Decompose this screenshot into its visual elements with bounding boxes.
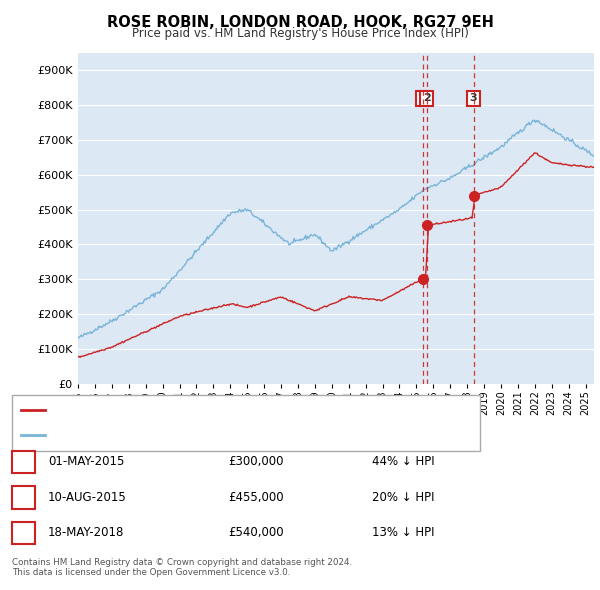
Text: 3: 3 (19, 526, 28, 539)
Text: £540,000: £540,000 (228, 526, 284, 539)
Text: Contains HM Land Registry data © Crown copyright and database right 2024.
This d: Contains HM Land Registry data © Crown c… (12, 558, 352, 577)
Text: ROSE ROBIN, LONDON ROAD, HOOK, RG27 9EH (detached house): ROSE ROBIN, LONDON ROAD, HOOK, RG27 9EH … (51, 405, 394, 415)
Text: £300,000: £300,000 (228, 455, 284, 468)
Text: Price paid vs. HM Land Registry's House Price Index (HPI): Price paid vs. HM Land Registry's House … (131, 27, 469, 40)
Text: £455,000: £455,000 (228, 491, 284, 504)
Text: 44% ↓ HPI: 44% ↓ HPI (372, 455, 434, 468)
Text: 20% ↓ HPI: 20% ↓ HPI (372, 491, 434, 504)
Text: 2: 2 (423, 93, 431, 103)
Text: 1: 1 (419, 93, 427, 103)
Text: 2: 2 (19, 491, 28, 504)
Text: 3: 3 (470, 93, 478, 103)
Text: 1: 1 (19, 455, 28, 468)
Text: HPI: Average price, detached house, Hart: HPI: Average price, detached house, Hart (51, 431, 266, 440)
Text: 13% ↓ HPI: 13% ↓ HPI (372, 526, 434, 539)
Text: 18-MAY-2018: 18-MAY-2018 (48, 526, 124, 539)
Text: 10-AUG-2015: 10-AUG-2015 (48, 491, 127, 504)
Text: 01-MAY-2015: 01-MAY-2015 (48, 455, 124, 468)
Text: ROSE ROBIN, LONDON ROAD, HOOK, RG27 9EH: ROSE ROBIN, LONDON ROAD, HOOK, RG27 9EH (107, 15, 493, 30)
